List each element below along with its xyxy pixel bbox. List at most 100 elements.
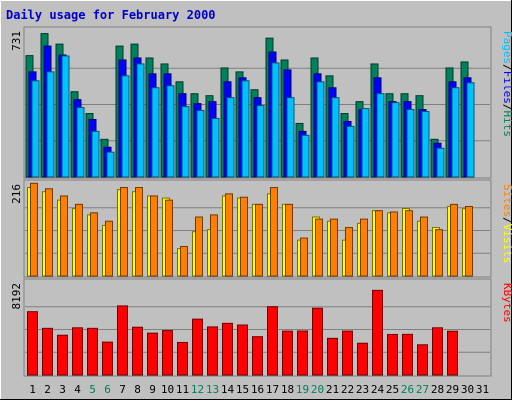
series-legend-label: Sites/Visits (501, 184, 512, 264)
bar-sites-day-20 (315, 218, 323, 277)
bar-pages-day-1 (31, 80, 40, 178)
bar-sites-day-28 (435, 229, 443, 277)
bar-pages-day-24 (376, 93, 385, 178)
bar-kbytes-day-3 (57, 334, 68, 376)
bar-sites-day-3 (60, 195, 68, 277)
bar-kbytes-day-21 (327, 337, 338, 376)
x-tick-label-day-27: 27 (416, 383, 429, 396)
bar-pages-day-18 (286, 97, 295, 178)
bar-sites-day-25 (390, 211, 398, 277)
x-tick-label-day-15: 15 (236, 383, 249, 396)
bar-kbytes-day-12 (192, 318, 203, 376)
bar-sites-day-2 (45, 188, 53, 277)
bar-kbytes-day-15 (237, 324, 248, 376)
bar-pages-day-7 (121, 75, 130, 178)
y-max-label: 216 (10, 184, 23, 204)
series-legend-label: KBytes (501, 283, 512, 323)
bar-pages-day-30 (466, 82, 475, 178)
bar-kbytes-day-27 (417, 344, 428, 376)
bar-pages-day-16 (256, 105, 265, 178)
bar-kbytes-day-13 (207, 326, 218, 376)
legend-text-pages: Pages (501, 31, 512, 64)
legend-text-files: Files (501, 71, 512, 104)
bar-pages-day-21 (331, 97, 340, 178)
bar-sites-day-10 (165, 199, 173, 277)
bar-kbytes-day-11 (177, 341, 188, 376)
bar-kbytes-day-29 (447, 330, 458, 376)
legend-text-slash: / (501, 104, 512, 111)
bar-kbytes-day-16 (252, 336, 263, 376)
bar-kbytes-day-19 (297, 330, 308, 376)
bar-pages-day-15 (241, 80, 250, 178)
x-tick-label-day-18: 18 (281, 383, 294, 396)
bar-sites-day-21 (330, 218, 338, 277)
bar-pages-day-26 (406, 109, 415, 178)
x-tick-label-day-24: 24 (371, 383, 385, 396)
x-tick-label-day-21: 21 (326, 383, 339, 396)
bar-kbytes-day-8 (132, 326, 143, 376)
bar-sites-day-14 (225, 193, 233, 277)
legend-text-kbytes: KBytes (501, 283, 512, 323)
bar-kbytes-day-22 (342, 330, 353, 376)
series-legend-label: Pages/Files/Hits (501, 31, 512, 137)
chart-title: Daily usage for February 2000 (6, 8, 216, 22)
bar-kbytes-day-10 (162, 330, 173, 376)
x-tick-label-day-13: 13 (206, 383, 219, 396)
bar-kbytes-day-6 (102, 341, 113, 376)
bar-sites-day-4 (75, 203, 83, 277)
bar-kbytes-day-23 (357, 342, 368, 376)
bar-sites-day-5 (90, 212, 98, 277)
legend-text-visits: Visits (501, 224, 512, 264)
bar-kbytes-day-9 (147, 332, 158, 376)
bar-pages-day-27 (421, 111, 430, 178)
y-max-label: 731 (10, 31, 23, 51)
bar-sites-day-22 (345, 227, 353, 277)
bar-pages-day-28 (436, 147, 445, 178)
x-tick-label-day-28: 28 (431, 383, 444, 396)
bar-sites-day-30 (465, 205, 473, 277)
x-tick-label-day-16: 16 (251, 383, 264, 396)
bar-pages-day-12 (196, 110, 205, 178)
x-tick-label-day-17: 17 (266, 383, 279, 396)
x-tick-label-day-25: 25 (386, 383, 399, 396)
bar-pages-day-13 (211, 117, 220, 178)
bar-kbytes-day-25 (387, 333, 398, 376)
bar-pages-day-14 (226, 97, 235, 178)
x-tick-label-day-14: 14 (221, 383, 235, 396)
bar-kbytes-day-1 (27, 311, 38, 376)
bar-pages-day-29 (451, 87, 460, 178)
bar-kbytes-day-24 (372, 289, 383, 376)
panel-2: 216 Sites/Visits (10, 179, 512, 278)
bar-kbytes-day-26 (402, 333, 413, 376)
x-tick-label-day-6: 6 (104, 383, 111, 396)
bar-kbytes-day-5 (87, 327, 98, 376)
x-axis-day-labels: 1 2 3 4 5 6 7 8 9 10 11 12 13 14 15 16 17 18 19 20 21 22 23 24 2… (29, 383, 489, 396)
y-max-label: 8192 (10, 283, 23, 310)
bar-sites-day-29 (450, 203, 458, 277)
bar-sites-day-11 (180, 246, 188, 277)
bar-sites-day-26 (405, 210, 413, 277)
bar-sites-day-6 (105, 220, 113, 277)
x-tick-label-day-7: 7 (119, 383, 126, 396)
bar-pages-day-3 (61, 55, 70, 178)
x-tick-label-day-5: 5 (89, 383, 96, 396)
bar-pages-day-5 (91, 130, 100, 178)
x-tick-label-day-20: 20 (311, 383, 324, 396)
x-tick-label-day-9: 9 (149, 383, 156, 396)
x-tick-label-day-30: 30 (461, 383, 474, 396)
bar-sites-day-16 (255, 203, 263, 277)
x-tick-label-day-22: 22 (341, 383, 354, 396)
panel-3: 8192 KBytes (10, 278, 512, 377)
bar-pages-day-9 (151, 87, 160, 178)
bar-kbytes-day-4 (72, 327, 83, 376)
x-tick-label-day-10: 10 (161, 383, 174, 396)
legend-text-sites: Sites (501, 184, 512, 217)
bar-sites-day-8 (135, 187, 143, 277)
bar-sites-day-19 (300, 237, 308, 277)
bar-sites-day-9 (150, 195, 158, 277)
bar-sites-day-7 (120, 187, 128, 277)
x-tick-label-day-29: 29 (446, 383, 459, 396)
bar-sites-day-1 (30, 182, 38, 277)
bar-kbytes-day-17 (267, 306, 278, 376)
